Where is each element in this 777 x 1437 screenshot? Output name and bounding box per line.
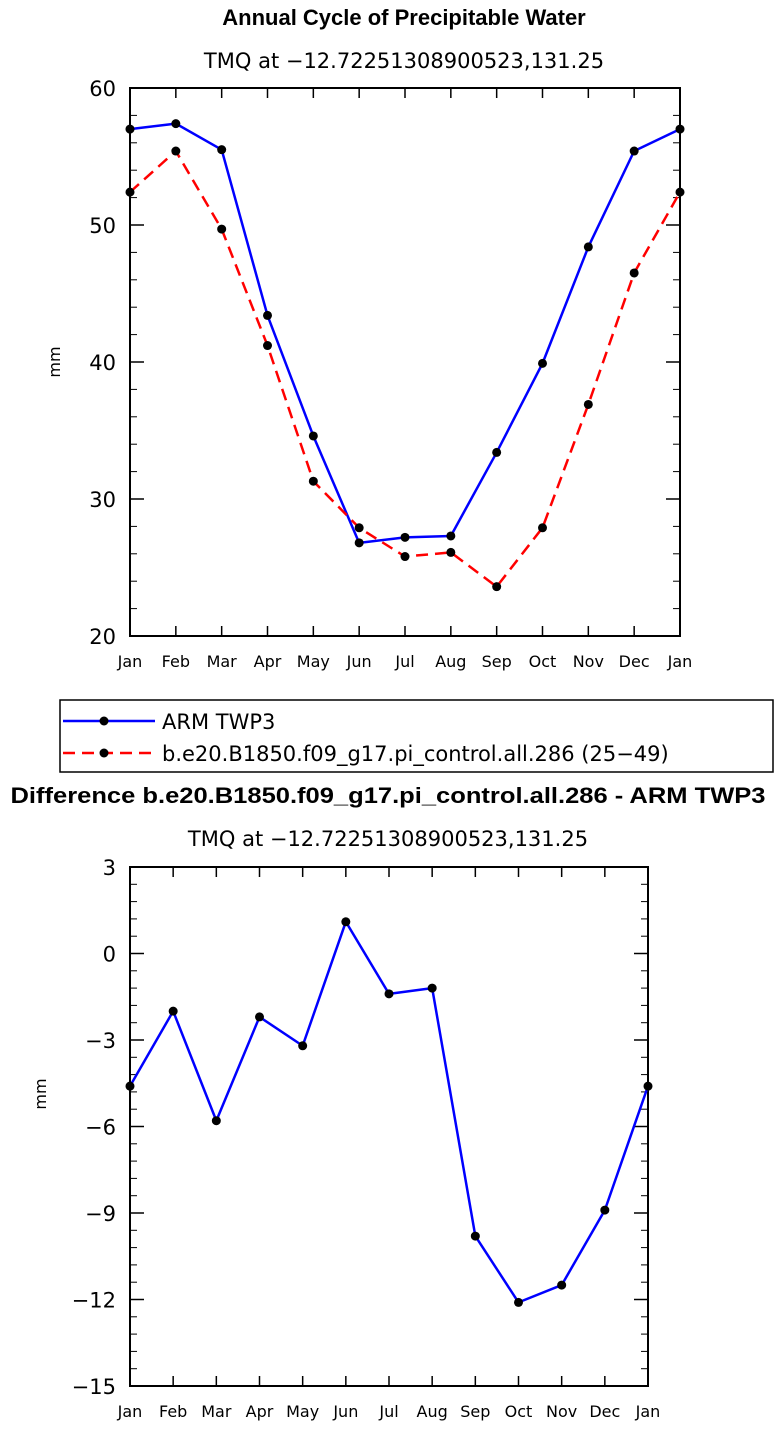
chart1-xtick-label: Jun bbox=[346, 652, 372, 671]
chart2-xtick-label: Jul bbox=[378, 1402, 398, 1421]
chart2-xtick-label: Apr bbox=[246, 1402, 274, 1421]
legend-box bbox=[59, 699, 774, 773]
chart1-series-1-point bbox=[171, 119, 181, 129]
chart1-xtick-label: Mar bbox=[207, 652, 238, 671]
chart2-xtick-label: May bbox=[286, 1402, 319, 1421]
chart2-ytick-label: −12 bbox=[72, 1289, 116, 1313]
chart2-series-1-point bbox=[557, 1280, 567, 1290]
legend-marker-arm bbox=[99, 716, 109, 726]
chart1-xtick-label: Jan bbox=[667, 652, 693, 671]
chart2-series-1-point bbox=[255, 1012, 264, 1022]
chart2-ylabel: mm bbox=[31, 1078, 50, 1109]
chart1-series-1-point bbox=[538, 358, 547, 368]
chart2-series-1-point bbox=[600, 1205, 610, 1215]
chart1-series-2-point bbox=[446, 547, 456, 557]
chart2-series-1-point bbox=[211, 1116, 221, 1126]
chart2-plot: Jan Feb Mar Apr May Jun Jul Aug Sep Oct Nov Dec Jan−… bbox=[72, 856, 661, 1421]
chart1-xtick-label: Dec bbox=[619, 652, 650, 671]
chart1-series-1-point bbox=[400, 532, 410, 542]
chart2-xtick-label: Jan bbox=[635, 1402, 661, 1421]
legend: ARM TWP3 b.e20.B1850.f09_g17.pi_control.… bbox=[59, 699, 774, 773]
chart2-series-1-point bbox=[125, 1081, 135, 1091]
chart2-xtick-label: Jan bbox=[117, 1402, 143, 1421]
chart2-xtick-label: Mar bbox=[201, 1402, 232, 1421]
chart1-xtick-label: Aug bbox=[435, 652, 466, 671]
chart1-title: Annual Cycle of Precipitable Water bbox=[222, 5, 586, 30]
chart2-xtick-label: Feb bbox=[159, 1402, 187, 1421]
chart1-xtick-label: Apr bbox=[254, 652, 282, 671]
chart1-series-1-point bbox=[675, 124, 685, 134]
chart2-series-1-point bbox=[384, 989, 394, 999]
chart2-frame bbox=[129, 866, 649, 1387]
chart2-xtick-label: Sep bbox=[460, 1402, 490, 1421]
chart1-series-1-point bbox=[629, 146, 639, 156]
chart2-ytick-label: 3 bbox=[103, 856, 116, 880]
chart1-xtick-label: Jul bbox=[394, 652, 414, 671]
chart1-series-2-point bbox=[308, 476, 318, 486]
legend-label-arm: ARM TWP3 bbox=[162, 710, 275, 734]
chart2-subtitle: TMQ at −12.72251308900523,131.25 bbox=[187, 827, 588, 851]
chart1-ytick-label: 50 bbox=[89, 214, 116, 238]
chart1-series-2-point bbox=[171, 146, 181, 156]
chart2-xtick-label: Nov bbox=[546, 1402, 577, 1421]
chart1-xtick-label: Nov bbox=[573, 652, 604, 671]
chart1-plot: Jan Feb Mar Apr May Jun Jul Aug Sep Oct Nov Dec Jan2… bbox=[89, 77, 692, 671]
chart2-ytick-label: −6 bbox=[85, 1116, 116, 1140]
chart2-ytick-label: −3 bbox=[85, 1029, 116, 1053]
chart1-ylabel: mm bbox=[45, 346, 64, 377]
chart2-title: Difference b.e20.B1850.f09_g17.pi_contro… bbox=[11, 783, 766, 808]
chart2-series-1-point bbox=[298, 1041, 308, 1051]
chart1-series-1-point bbox=[217, 145, 227, 155]
chart1-series-2-point bbox=[125, 187, 135, 197]
chart1-xtick-label: Jan bbox=[117, 652, 143, 671]
chart1-series-1-line bbox=[129, 122, 681, 545]
chart2-series-1-point bbox=[427, 983, 437, 993]
chart1-ytick-label: 20 bbox=[89, 625, 116, 649]
chart2-xtick-label: Aug bbox=[417, 1402, 448, 1421]
chart2-ytick-label: 0 bbox=[103, 943, 116, 967]
chart1-xtick-label: Oct bbox=[529, 652, 557, 671]
chart2-series-1-point bbox=[341, 917, 351, 927]
chart2-xtick-label: Dec bbox=[589, 1402, 620, 1421]
legend-marker-model bbox=[99, 748, 109, 758]
chart2-series-1-point bbox=[643, 1081, 653, 1091]
chart1-ytick-label: 60 bbox=[89, 77, 116, 101]
chart2-xtick-label: Jun bbox=[332, 1402, 358, 1421]
chart2-series-1-point bbox=[168, 1006, 178, 1016]
chart1-series-1-point bbox=[125, 124, 135, 134]
chart1-series-2-point bbox=[629, 268, 639, 278]
chart1-series-2-point bbox=[400, 552, 410, 562]
chart1-xtick-label: Feb bbox=[162, 652, 190, 671]
chart1-series-2-point bbox=[538, 523, 547, 533]
chart1-series-1-point bbox=[308, 431, 318, 441]
legend-label-model: b.e20.B1850.f09_g17.pi_control.all.286 (… bbox=[162, 742, 669, 767]
chart2-ytick-label: −9 bbox=[85, 1202, 116, 1226]
chart1-series-2-point bbox=[263, 341, 272, 351]
chart1-series-2-point bbox=[583, 399, 593, 409]
chart1-ytick-label: 40 bbox=[89, 351, 116, 375]
chart1-xtick-label: May bbox=[297, 652, 330, 671]
chart1-series-1-point bbox=[354, 538, 364, 548]
chart1-series-2-point bbox=[354, 523, 364, 533]
chart1-ytick-label: 30 bbox=[89, 488, 116, 512]
chart1-series-2-point bbox=[675, 187, 685, 197]
chart1-series-1-point bbox=[446, 531, 456, 541]
chart1-series-2-point bbox=[217, 224, 227, 234]
chart2-series-1-point bbox=[514, 1297, 523, 1307]
chart2-ytick-label: −15 bbox=[72, 1375, 116, 1399]
chart2-xtick-label: Oct bbox=[505, 1402, 533, 1421]
chart1-xtick-label: Sep bbox=[482, 652, 512, 671]
chart2-series-1-point bbox=[470, 1231, 480, 1241]
chart1-series-1-point bbox=[583, 242, 593, 252]
chart1-series-1-point bbox=[492, 447, 502, 457]
chart1-subtitle: TMQ at −12.72251308900523,131.25 bbox=[203, 49, 604, 73]
chart1-series-1-point bbox=[263, 310, 272, 320]
chart2-series-1-line bbox=[128, 920, 650, 1304]
chart1-series-2-point bbox=[492, 582, 502, 592]
chart1-series-2-line bbox=[129, 149, 682, 588]
